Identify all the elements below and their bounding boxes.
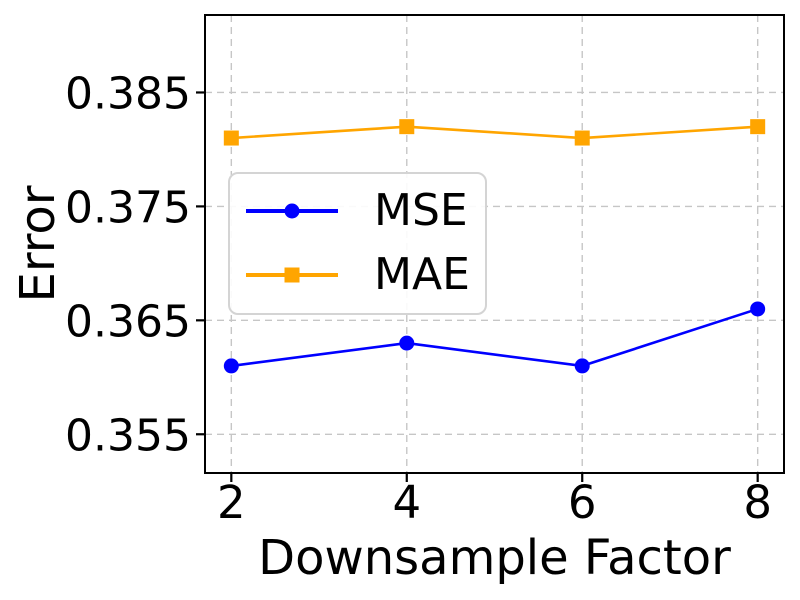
series-line-mse — [231, 307, 759, 368]
series-line-mae — [231, 125, 758, 140]
x-tick-label-8: 8 — [743, 476, 772, 529]
y-tick-label-0.375: 0.375 — [65, 182, 191, 233]
y-axis-label: Error — [10, 185, 66, 303]
y-tick-label-0.385: 0.385 — [65, 68, 191, 119]
y-tick-label-0.355: 0.355 — [65, 410, 191, 461]
x-axis-label: Downsample Factor — [258, 530, 731, 586]
y-tick-label-0.365: 0.365 — [65, 296, 191, 347]
legend-label-mse: MSE — [374, 185, 468, 236]
x-tick-label-4: 4 — [392, 476, 421, 529]
legend-item-mse: MSE — [246, 179, 485, 243]
axes-box — [204, 14, 785, 474]
data-point-mae-x4 — [399, 119, 415, 135]
data-point-mse-x8 — [750, 301, 766, 317]
mae-square-marker-icon — [284, 267, 300, 283]
data-point-mse-x4 — [399, 335, 415, 351]
data-point-mse-x6 — [574, 358, 590, 374]
mae-line-sample — [246, 266, 338, 284]
x-tick-label-2: 2 — [217, 476, 246, 529]
data-point-mae-x2 — [223, 130, 239, 146]
mse-line-sample — [246, 202, 338, 220]
x-tick-label-6: 6 — [568, 476, 597, 529]
legend-item-mae: MAE — [246, 243, 485, 307]
data-point-mae-x8 — [750, 119, 766, 135]
legend-label-mae: MAE — [374, 249, 470, 300]
data-point-mae-x6 — [574, 130, 590, 146]
data-point-mse-x2 — [223, 358, 239, 374]
mse-circle-marker-icon — [284, 203, 300, 219]
legend: MSE MAE — [228, 172, 487, 315]
